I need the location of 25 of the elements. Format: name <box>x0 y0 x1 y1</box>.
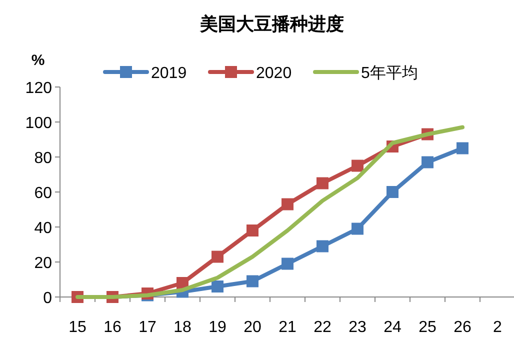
x-tick-label: 18 <box>174 319 192 336</box>
x-tick-label: 22 <box>314 319 332 336</box>
x-tick-label: 17 <box>138 319 156 336</box>
x-tick-label: 26 <box>454 319 472 336</box>
y-tick-label: 40 <box>34 220 52 237</box>
x-tick-label: 19 <box>208 319 226 336</box>
y-tick-label: 80 <box>34 150 52 167</box>
y-tick-label: 60 <box>34 185 52 202</box>
x-tick-label: 2 <box>493 319 502 336</box>
x-tick-label: 23 <box>348 319 366 336</box>
x-tick-label: 15 <box>68 319 86 336</box>
y-axis-title: % <box>31 52 45 69</box>
y-tick-label: 120 <box>25 80 52 97</box>
y-tick-label: 100 <box>25 115 52 132</box>
x-tick-label: 21 <box>278 319 296 336</box>
x-tick-label: 24 <box>384 319 402 336</box>
y-tick-label: 0 <box>43 290 52 307</box>
chart-title: 美国大豆播种进度 <box>199 14 344 34</box>
legend-label: 2020 <box>256 65 292 82</box>
legend-label: 2019 <box>151 65 187 82</box>
x-tick-label: 16 <box>104 319 122 336</box>
x-tick-label: 20 <box>244 319 262 336</box>
y-tick-label: 20 <box>34 255 52 272</box>
legend-label: 5年平均 <box>361 65 418 82</box>
x-tick-label: 25 <box>418 319 436 336</box>
